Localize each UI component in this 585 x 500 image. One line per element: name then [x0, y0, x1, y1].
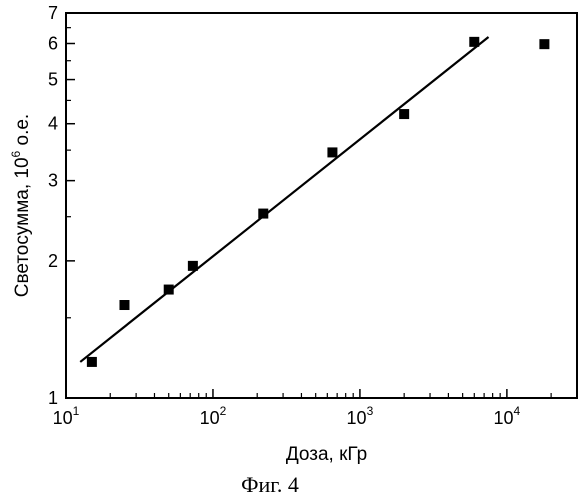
y-tick-label: 3: [48, 171, 58, 191]
y-tick-label: 5: [48, 70, 58, 90]
x-tick-label-base: 10: [200, 408, 220, 428]
data-point: [469, 37, 479, 47]
data-point: [327, 147, 337, 157]
y-tick-label: 6: [48, 33, 58, 53]
fit-line-group: [80, 37, 488, 362]
x-tick-label-exponent: 3: [367, 404, 374, 418]
data-point: [399, 109, 409, 119]
axis-ticks: [66, 13, 577, 398]
y-axis-title-unit: о.е.: [12, 114, 33, 151]
data-point: [87, 357, 97, 367]
plot-frame: [66, 13, 577, 398]
y-tick-label: 4: [48, 114, 58, 134]
x-tick-label-base: 10: [494, 408, 514, 428]
x-tick-label: 103: [347, 404, 374, 428]
figure-caption: Фиг. 4: [241, 472, 299, 497]
data-point: [119, 300, 129, 310]
x-axis-title: Доза, кГр: [286, 444, 367, 465]
data-point: [188, 261, 198, 271]
y-tick-label: 2: [48, 251, 58, 271]
data-points: [87, 37, 550, 367]
x-tick-label-exponent: 2: [220, 404, 227, 418]
data-point: [258, 209, 268, 219]
fit-line: [80, 37, 488, 362]
y-tick-label: 7: [48, 3, 58, 23]
x-tick-label-exponent: 4: [514, 404, 521, 418]
x-tick-label-base: 10: [53, 408, 73, 428]
x-tick-label: 104: [494, 404, 521, 428]
y-tick-label: 1: [48, 388, 58, 408]
x-tick-label-exponent: 1: [73, 404, 80, 418]
y-axis-title-main: Светосумма, 10: [12, 157, 33, 297]
x-tick-label: 102: [200, 404, 227, 428]
y-axis-title: Светосумма, 106 о.е.: [9, 114, 33, 297]
x-tick-label-base: 10: [347, 408, 367, 428]
data-point: [164, 285, 174, 295]
data-point: [539, 39, 549, 49]
